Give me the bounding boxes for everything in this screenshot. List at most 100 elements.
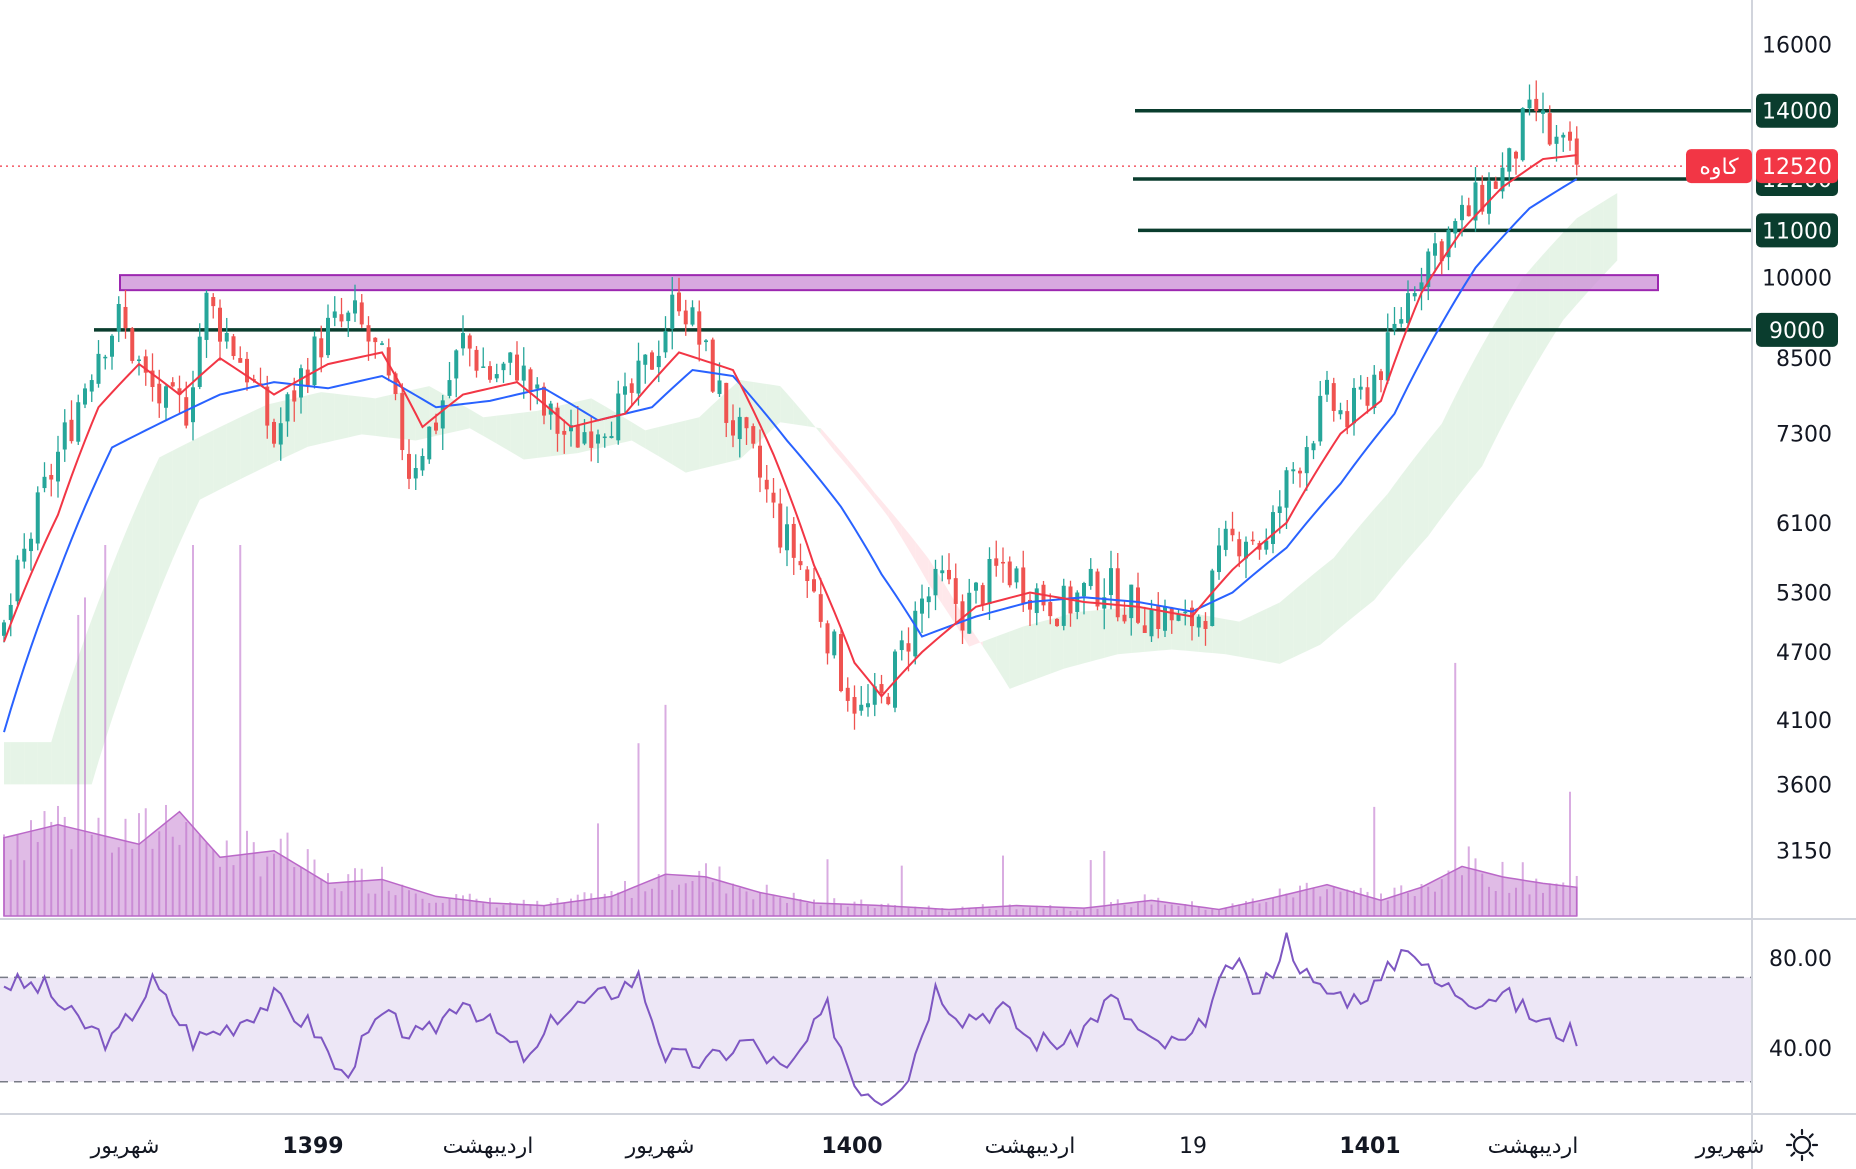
volume-bar [880,903,883,916]
volume-bar [1265,902,1268,916]
cloud-segment [213,427,220,493]
volume-bar [462,895,464,916]
price-tick-label: 3600 [1776,773,1832,798]
cloud-segment [388,393,396,439]
volume-bar [1177,906,1180,916]
volume-bar [475,898,478,916]
volume-bar [1143,894,1146,916]
candle-body [103,356,108,359]
cloud-segment [1084,610,1091,664]
volume-bar [36,842,39,916]
volume-bar [1494,891,1497,916]
volume-bar [347,874,350,916]
cloud-segment [1563,225,1570,321]
candle-body [704,340,708,343]
price-axis[interactable]: 16000 10000 8500 7300 6100 5300 4700 4100 3600 31… [1762,33,1832,864]
volume-bar [185,822,188,916]
candle-body [1223,528,1228,550]
cloud-segment [1077,611,1084,666]
cloud-segment [1502,299,1510,426]
volume-bar [43,811,46,916]
cloud-segment [881,500,889,517]
volume-bar [954,909,957,916]
time-tick-label: 1401 [1339,1134,1400,1159]
cloud-segment [31,742,38,785]
cloud-segment [1509,288,1516,413]
candle-body [83,388,87,405]
cloud-segment [1387,484,1395,584]
volume-bar [428,902,431,916]
volume-bar [239,545,242,916]
candle-body [1338,410,1343,415]
candle-body [1115,568,1120,618]
volume-bar [826,859,829,916]
volume-bar [792,892,795,916]
cloud-segment [125,516,133,680]
cloud-segment [1340,541,1348,628]
cloud-segment [51,719,58,785]
volume-bar [644,891,647,916]
candle-body [22,548,27,562]
candle-body [1493,181,1498,189]
candle-body [56,451,60,482]
cloud-segment [1536,254,1543,365]
cloud-segment [1050,617,1057,674]
volume-bar [212,849,215,916]
volume-bar [1386,900,1389,916]
candle-body [353,300,357,314]
candle-body [1412,293,1417,297]
cloud-segment [341,394,349,440]
cloud-segment [409,389,416,441]
volume-bar [124,818,127,916]
moving-averages [3,154,1578,733]
cloud-segment [10,742,18,785]
volume-bar [57,805,59,916]
volume-bar [1326,889,1328,916]
volume-bar [617,892,620,916]
cloud-segment [1462,370,1469,492]
candle-body [987,558,992,604]
cloud-segment [1381,493,1388,592]
cloud-segment [1543,247,1550,353]
volume-bar [873,908,876,916]
cloud-segment [982,638,990,657]
cloud-segment [172,447,180,560]
candle-body [1500,167,1505,192]
volume-bar [543,905,545,916]
volume-bar [441,902,444,916]
candle-body [191,387,195,423]
cloud-segment [1178,611,1186,651]
candle-body [346,312,351,322]
cloud-segment [253,407,261,473]
candle-body [751,426,756,444]
volume-bar [1299,885,1301,916]
candle-body [1304,447,1309,474]
cloud-segment [496,414,504,448]
volume-bar [1535,878,1538,916]
volume-bar [1238,904,1241,916]
cloud-segment [1293,585,1300,658]
volume-bar [1353,890,1355,916]
volume-bar [725,893,728,916]
volume-bar [941,908,944,916]
candle-body [656,355,661,368]
level-price-label: 14000 [1762,100,1832,125]
volume-bar [1305,882,1308,916]
volume-bar [813,899,815,916]
volume-bar [765,884,768,916]
volume-bar [921,910,923,916]
volume-bar [495,907,498,916]
cloud-segment [112,549,119,720]
volume-bar [455,894,458,916]
rsi-tick-label: 80.00 [1769,947,1832,972]
candle-body [1561,134,1566,138]
candle-body [791,523,796,558]
time-axis[interactable]: شهریور 1399 اردیبهشت شهریور 1400 اردیبهشت 19 14… [90,1134,1765,1159]
volume-bar [421,898,424,916]
volume-bar [597,823,599,916]
volume-bar [273,853,275,916]
settings-icon[interactable] [1785,1128,1819,1162]
volume-bar [570,898,572,916]
candle-body [866,703,870,708]
